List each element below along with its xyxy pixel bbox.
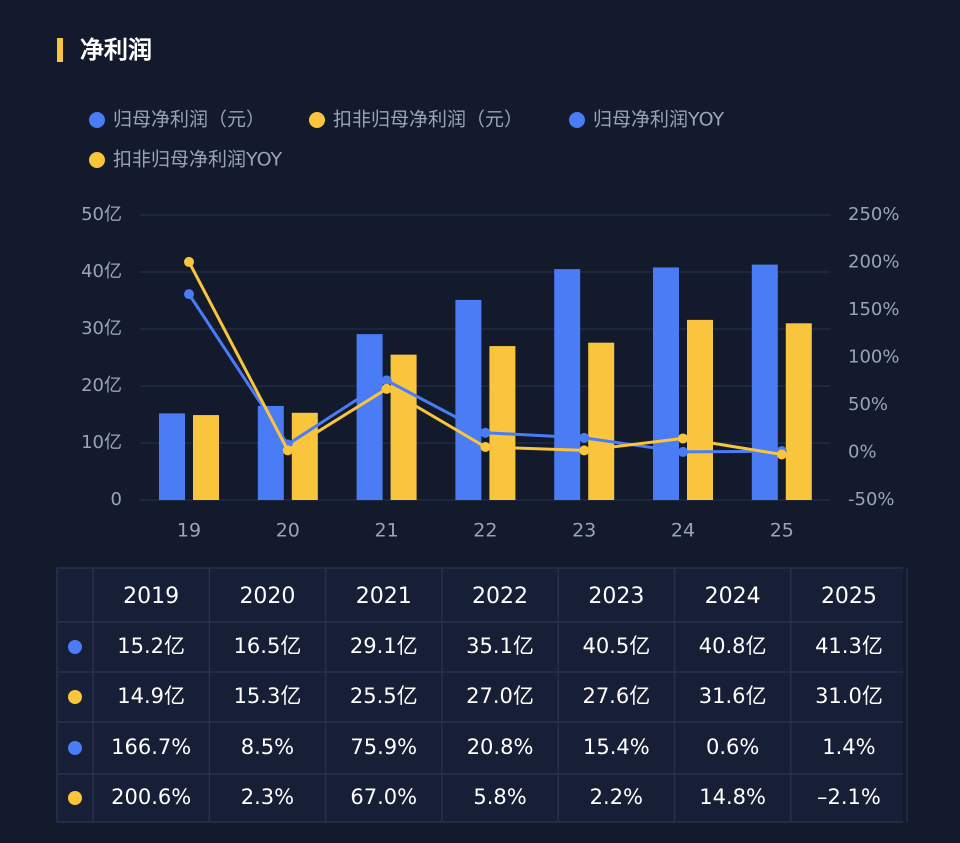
table-cell: 29.1亿 [350, 634, 418, 658]
bar [687, 319, 713, 500]
table-cell: 40.8亿 [699, 634, 767, 658]
legend-marker [569, 112, 585, 128]
line-point [678, 446, 688, 457]
table-cell: 40.5亿 [582, 634, 650, 658]
table-cell: 14.9亿 [117, 684, 185, 708]
y2-tick-label: 50% [848, 394, 888, 415]
y-tick-label: 10亿 [81, 432, 122, 453]
line-point [480, 427, 491, 438]
row-marker [68, 741, 82, 755]
table-header: 2023 [588, 584, 644, 609]
bar [159, 413, 185, 500]
line-point [381, 375, 392, 386]
table-cell: 67.0% [350, 785, 417, 809]
legend-label: 归母净利润（元） [113, 109, 265, 131]
legend-label: 归母净利润YOY [593, 109, 724, 131]
legend-marker [309, 112, 325, 128]
bar [785, 323, 812, 500]
row-marker [68, 640, 82, 654]
table-header: 2025 [821, 584, 877, 609]
table-cell: 0.6% [706, 735, 759, 759]
bar [588, 342, 615, 500]
table-cell: 20.8% [467, 735, 534, 759]
table-cell: 5.8% [473, 785, 526, 809]
y2-tick-label: 0% [848, 442, 877, 463]
line-point [381, 383, 392, 394]
table-cell: 166.7% [111, 735, 191, 759]
y2-tick-label: 250% [848, 204, 899, 225]
table-cell: 2.3% [241, 785, 294, 809]
y-tick-label: 20亿 [81, 375, 122, 396]
bar [653, 267, 679, 500]
section-title: 净利润 [80, 36, 152, 64]
line-point [282, 445, 293, 456]
line-point [184, 256, 194, 267]
x-tick-label: 22 [473, 520, 497, 542]
line-point [184, 289, 194, 300]
x-tick-label: 19 [177, 520, 201, 542]
y2-tick-label: 100% [848, 347, 899, 368]
table-cell: 25.5亿 [350, 684, 418, 708]
title-accent [57, 38, 63, 62]
table-cell: 15.4% [583, 735, 650, 759]
row-marker [68, 791, 82, 805]
legend-marker [89, 112, 105, 128]
table-cell: 31.0亿 [815, 684, 883, 708]
table-cell: 14.8% [699, 785, 766, 809]
table-cell: 2.2% [590, 785, 643, 809]
table-header: 2024 [705, 584, 761, 609]
bar [193, 415, 219, 500]
legend-label: 扣非归母净利润YOY [113, 149, 282, 171]
table-cell: 35.1亿 [466, 634, 534, 658]
table-header: 2021 [356, 584, 412, 609]
x-tick-label: 21 [375, 520, 399, 542]
table-cell: 27.6亿 [582, 684, 650, 708]
table-cell: 8.5% [241, 735, 294, 759]
bar [455, 299, 482, 500]
y-tick-label: 0 [111, 489, 122, 510]
line-point [579, 432, 590, 443]
line-point [776, 449, 787, 460]
bar [489, 346, 516, 500]
legend-marker [89, 152, 105, 168]
table-cell: 27.0亿 [466, 684, 534, 708]
y-tick-label: 50亿 [81, 204, 122, 225]
y2-tick-label: 200% [848, 252, 899, 273]
table-cell: 1.4% [822, 735, 875, 759]
x-tick-label: 23 [572, 520, 596, 542]
x-tick-label: 24 [671, 520, 695, 542]
bar [554, 269, 581, 500]
row-marker [68, 690, 82, 704]
y-tick-label: 40亿 [81, 261, 122, 282]
table-background [57, 568, 903, 822]
table-cell: 41.3亿 [815, 634, 883, 658]
y2-tick-label: 150% [848, 299, 899, 320]
y2-tick-label: -50% [848, 489, 895, 510]
bar [390, 354, 417, 500]
bar [356, 334, 383, 500]
legend-label: 扣非归母净利润（元） [333, 109, 523, 131]
table-cell: 200.6% [111, 785, 191, 809]
x-tick-label: 25 [770, 520, 794, 542]
table-header: 2022 [472, 584, 528, 609]
bar [257, 405, 284, 500]
x-tick-label: 20 [276, 520, 300, 542]
table-cell: 75.9% [350, 735, 417, 759]
line-point [678, 433, 688, 444]
line-point [480, 441, 491, 452]
line-point [579, 445, 590, 456]
table-cell: 16.5亿 [234, 634, 302, 658]
table-header: 2020 [239, 584, 295, 609]
bar [751, 264, 778, 500]
table-cell: –2.1% [817, 785, 881, 809]
table-cell: 31.6亿 [699, 684, 767, 708]
table-cell: 15.3亿 [234, 684, 302, 708]
table-cell: 15.2亿 [117, 634, 185, 658]
y-tick-label: 30亿 [81, 318, 122, 339]
table-header: 2019 [123, 584, 179, 609]
